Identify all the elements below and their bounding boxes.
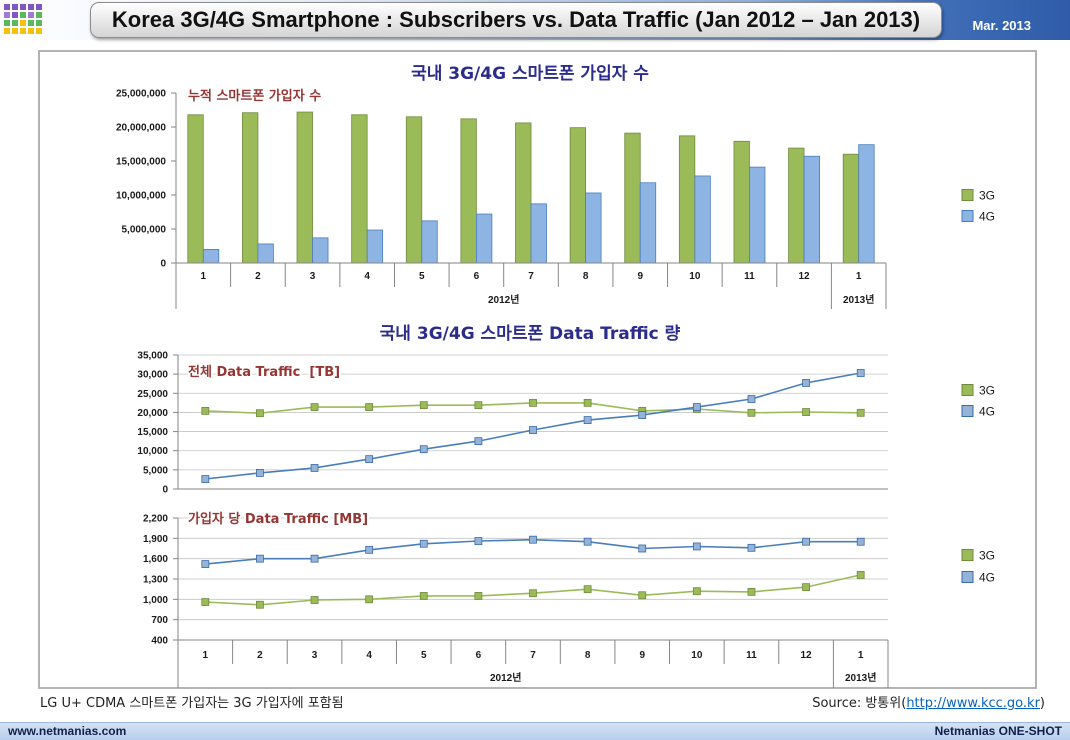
slide-title-box: Korea 3G/4G Smartphone : Subscribers vs.…	[90, 2, 942, 38]
logo-square	[36, 4, 42, 10]
source-prefix: Source: 방통위(	[812, 696, 907, 711]
source-suffix: )	[1039, 696, 1045, 711]
footnote: LG U+ CDMA 스마트폰 가입자는 3G 가입자에 포함됨	[40, 696, 344, 711]
logo-square	[4, 12, 10, 18]
logo-square	[20, 28, 26, 34]
logo-square	[12, 4, 18, 10]
logo-square	[4, 4, 10, 10]
logo-square	[28, 12, 34, 18]
source-link[interactable]: http://www.kcc.go.kr	[906, 696, 1040, 711]
logo-square	[28, 20, 34, 26]
slide-date: Mar. 2013	[972, 18, 1031, 33]
logo-square	[12, 20, 18, 26]
netmanias-logo	[4, 4, 42, 34]
logo-square	[12, 12, 18, 18]
logo-square	[4, 28, 10, 34]
logo-square	[4, 20, 10, 26]
logo-square	[28, 4, 34, 10]
logo-square	[20, 20, 26, 26]
logo-square	[12, 28, 18, 34]
logo-square	[20, 12, 26, 18]
content-frame	[38, 50, 1037, 689]
source-credit: Source: 방통위(http://www.kcc.go.kr)	[812, 695, 1045, 713]
logo-square	[36, 20, 42, 26]
logo-square	[20, 4, 26, 10]
logo-square	[36, 28, 42, 34]
footer-bar: www.netmanias.com Netmanias ONE-SHOT	[0, 722, 1070, 740]
slide-title: Korea 3G/4G Smartphone : Subscribers vs.…	[111, 7, 921, 32]
footer-brand: Netmanias ONE-SHOT	[934, 724, 1062, 738]
footer-site: www.netmanias.com	[8, 724, 127, 738]
logo-square	[36, 12, 42, 18]
logo-square	[28, 28, 34, 34]
